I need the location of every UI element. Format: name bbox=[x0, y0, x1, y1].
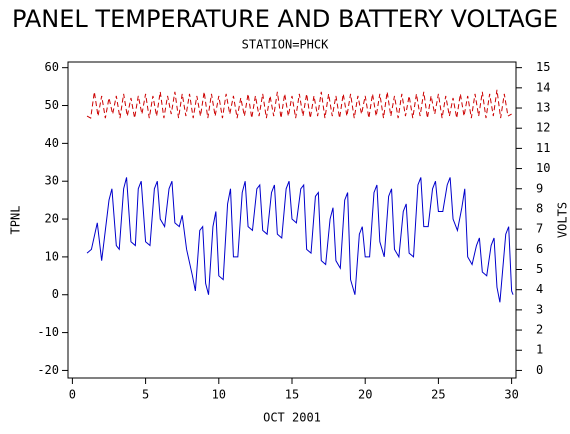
y2-tick-label: 2 bbox=[536, 323, 543, 337]
y2-tick-label: 12 bbox=[536, 121, 550, 135]
y2-tick-label: 6 bbox=[536, 242, 543, 256]
y-tick-label: 50 bbox=[45, 98, 59, 112]
y-tick-label: 40 bbox=[45, 136, 59, 150]
chart-title: PANEL TEMPERATURE AND BATTERY VOLTAGE bbox=[12, 5, 558, 33]
y-tick-label: 0 bbox=[52, 287, 59, 301]
x-tick-label: 15 bbox=[285, 388, 299, 402]
x-tick-label: 10 bbox=[212, 388, 226, 402]
series-line bbox=[86, 89, 512, 119]
y2-tick-label: 11 bbox=[536, 141, 550, 155]
y-axis-label: TPNL bbox=[9, 206, 23, 235]
y-tick-label: 20 bbox=[45, 212, 59, 226]
y2-tick-label: 4 bbox=[536, 282, 543, 296]
x-tick-label: 30 bbox=[504, 388, 518, 402]
y2-axis-label: VOLTS bbox=[556, 202, 570, 238]
y-tick-label: 30 bbox=[45, 174, 59, 188]
plot-frame bbox=[67, 61, 517, 379]
y-tick-label: -10 bbox=[37, 325, 59, 339]
y2-tick-label: 7 bbox=[536, 222, 543, 236]
x-tick-label: 0 bbox=[69, 388, 76, 402]
x-tick-label: 20 bbox=[358, 388, 372, 402]
x-axis-label: OCT 2001 bbox=[263, 411, 321, 425]
y2-tick-label: 3 bbox=[536, 302, 543, 316]
x-tick-label: 25 bbox=[431, 388, 445, 402]
y2-tick-label: 8 bbox=[536, 201, 543, 215]
y-tick-label: 10 bbox=[45, 249, 59, 263]
y2-tick-label: 14 bbox=[536, 80, 550, 94]
y2-tick-label: 0 bbox=[536, 363, 543, 377]
y2-tick-label: 9 bbox=[536, 181, 543, 195]
chart-subtitle: STATION=PHCK bbox=[242, 38, 329, 52]
y2-tick-label: 5 bbox=[536, 262, 543, 276]
series-line bbox=[86, 177, 514, 303]
y2-tick-label: 13 bbox=[536, 101, 550, 115]
y2-tick-label: 10 bbox=[536, 161, 550, 175]
y2-tick-label: 15 bbox=[536, 60, 550, 74]
x-tick-label: 5 bbox=[142, 388, 149, 402]
y2-tick-label: 1 bbox=[536, 343, 543, 357]
y-tick-label: 60 bbox=[45, 60, 59, 74]
y-tick-label: -20 bbox=[37, 363, 59, 377]
